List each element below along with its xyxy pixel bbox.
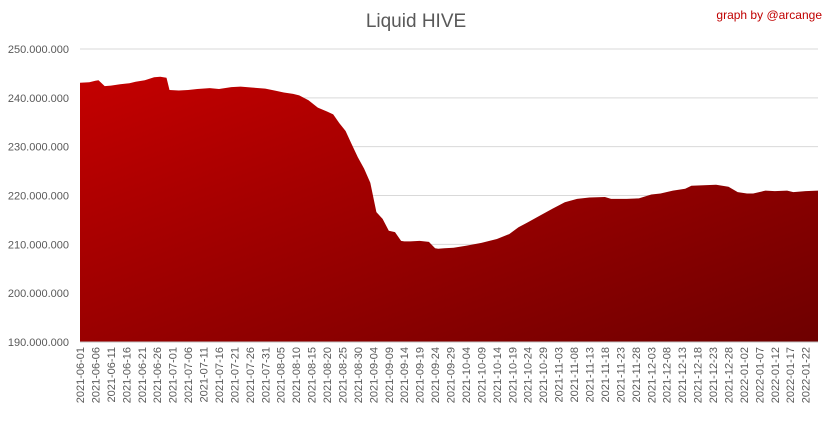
x-tick-label: 2021-07-01: [168, 347, 180, 403]
x-tick-label: 2022-01-17: [785, 347, 797, 403]
x-tick-label: 2021-12-23: [708, 347, 720, 403]
y-tick-label: 220.000.000: [8, 191, 69, 203]
x-tick-label: 2021-12-03: [646, 347, 658, 403]
x-tick-label: 2022-01-12: [770, 347, 782, 403]
x-tick-label: 2021-11-28: [631, 347, 643, 402]
x-tick-label: 2021-08-15: [307, 347, 319, 403]
y-tick-label: 230.000.000: [8, 142, 69, 154]
x-tick-label: 2021-09-04: [368, 347, 380, 403]
x-tick-label: 2021-08-10: [291, 347, 303, 403]
x-tick-label: 2021-07-26: [245, 347, 257, 403]
x-tick-label: 2021-10-19: [507, 347, 519, 403]
x-tick-label: 2021-09-24: [430, 347, 442, 403]
x-tick-label: 2022-01-02: [739, 347, 751, 403]
x-tick-label: 2021-11-13: [584, 347, 596, 402]
x-tick-label: 2021-10-24: [523, 347, 535, 403]
x-tick-label: 2021-09-29: [446, 347, 458, 403]
x-tick-label: 2021-07-16: [214, 347, 226, 403]
x-tick-label: 2021-06-06: [90, 347, 102, 403]
x-tick-label: 2021-11-03: [554, 347, 566, 402]
x-tick-label: 2021-06-21: [137, 347, 149, 403]
x-tick-label: 2022-01-07: [754, 347, 766, 403]
liquid-hive-area: [80, 76, 818, 343]
x-tick-label: 2021-09-14: [399, 347, 411, 403]
x-tick-label: 2021-08-25: [337, 347, 349, 403]
x-tick-label: 2021-10-04: [461, 347, 473, 403]
x-tick-label: 2021-08-20: [322, 347, 334, 403]
y-tick-label: 190.000.000: [8, 337, 69, 349]
credit-label: graph by @arcange: [716, 8, 822, 22]
x-tick-label: 2022-01-22: [801, 347, 813, 403]
x-tick-label: 2021-11-08: [569, 347, 581, 402]
x-tick-label: 2021-11-23: [615, 347, 627, 402]
x-tick-label: 2021-12-28: [723, 347, 735, 403]
x-tick-label: 2021-11-18: [600, 347, 612, 402]
x-tick-label: 2021-07-06: [183, 347, 195, 403]
x-tick-label: 2021-07-21: [229, 347, 241, 403]
y-tick-label: 200.000.000: [8, 288, 69, 300]
x-tick-label: 2021-06-01: [75, 347, 87, 403]
y-tick-label: 250.000.000: [8, 44, 69, 56]
x-tick-label: 2021-06-26: [152, 347, 164, 403]
x-tick-label: 2021-12-18: [693, 347, 705, 403]
y-tick-label: 210.000.000: [8, 239, 69, 251]
y-tick-label: 240.000.000: [8, 93, 69, 105]
x-tick-label: 2021-10-09: [476, 347, 488, 403]
x-tick-label: 2021-07-31: [260, 347, 272, 403]
x-tick-label: 2021-10-14: [492, 347, 504, 403]
chart-title: Liquid HIVE: [365, 11, 467, 32]
x-tick-label: 2021-08-30: [353, 347, 365, 403]
x-tick-label: 2021-09-09: [384, 347, 396, 403]
x-tick-label: 2021-06-16: [121, 347, 133, 403]
x-tick-label: 2021-08-05: [276, 347, 288, 403]
x-tick-label: 2021-06-11: [106, 347, 118, 402]
x-tick-label: 2021-12-13: [677, 347, 689, 403]
x-tick-label: 2021-12-08: [662, 347, 674, 403]
x-tick-label: 2021-07-11: [199, 347, 211, 402]
x-tick-label: 2021-09-19: [415, 347, 427, 403]
x-tick-label: 2021-10-29: [538, 347, 550, 403]
